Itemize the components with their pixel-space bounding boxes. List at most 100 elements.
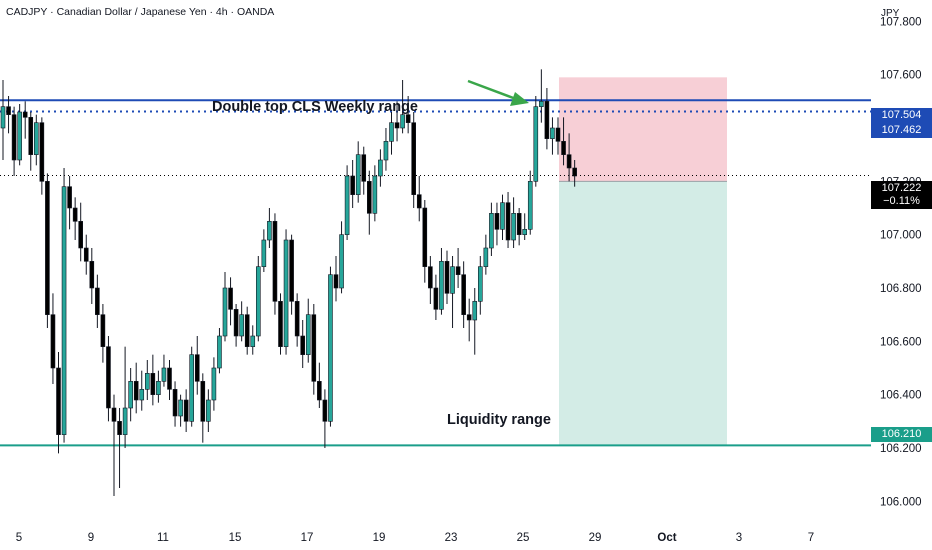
candle <box>111 394 117 496</box>
dotted-level-tag: 107.462 <box>871 123 932 138</box>
candle <box>239 301 244 342</box>
candle-body <box>167 367 172 390</box>
candle <box>6 96 11 134</box>
candle <box>0 80 6 160</box>
candle <box>300 320 306 368</box>
symbol-title[interactable]: CADJPY · Canadian Dollar / Japanese Yen … <box>6 6 275 18</box>
candle-body <box>555 127 561 142</box>
candle <box>228 277 233 326</box>
x-tick-label: 17 <box>301 532 314 544</box>
y-tick-label: 106.400 <box>880 390 922 402</box>
last-price-value: 107.222 <box>881 182 922 194</box>
upper-level-tag: 107.504 <box>871 108 932 123</box>
time-axis[interactable]: 5 9 11 15 17 19 23 25 29 Oct 3 7 <box>16 532 814 544</box>
candle-body <box>339 234 344 289</box>
candle <box>167 360 172 400</box>
candle-body <box>550 127 555 139</box>
double-top-label[interactable]: Double top CLS Weekly range <box>212 99 418 115</box>
candle <box>561 117 566 166</box>
candle-body <box>0 106 6 129</box>
candle <box>211 357 217 411</box>
candle <box>350 160 355 208</box>
candle-body <box>527 181 533 230</box>
candle-body <box>477 266 483 302</box>
candle-body <box>350 175 355 195</box>
candle-body <box>294 301 300 337</box>
candle <box>50 293 56 384</box>
candle-body <box>156 381 161 395</box>
last-price-tag: 107.222 −0.11% <box>871 181 932 209</box>
candle-body <box>394 122 400 129</box>
candle-body <box>200 381 206 422</box>
liquidity-label[interactable]: Liquidity range <box>447 412 551 428</box>
candle <box>122 346 128 448</box>
candle <box>433 274 439 320</box>
candle <box>206 389 211 432</box>
candle <box>233 304 239 347</box>
candle-body <box>305 314 311 355</box>
candle-body <box>494 213 500 230</box>
candle <box>361 146 367 195</box>
candle <box>178 394 183 427</box>
candle-body <box>333 274 339 289</box>
candle <box>544 88 550 150</box>
candle <box>39 117 45 195</box>
candle <box>472 288 478 355</box>
candle <box>255 256 261 342</box>
candle-body <box>317 381 322 401</box>
candle-body <box>83 247 89 262</box>
candle-body <box>250 335 256 347</box>
candle <box>106 336 111 422</box>
candle <box>33 114 39 166</box>
candle <box>95 274 100 328</box>
candle-body <box>444 261 450 294</box>
x-tick-label: 5 <box>16 532 22 544</box>
candle-body <box>106 346 111 409</box>
candle <box>139 370 145 411</box>
candle <box>100 304 106 363</box>
candle <box>172 381 178 427</box>
candle-body <box>194 354 200 382</box>
candle-body <box>61 186 67 435</box>
candle <box>244 306 250 355</box>
candle-body <box>328 274 333 422</box>
candle-body <box>139 389 145 401</box>
candle <box>461 261 466 328</box>
green-arrow-icon <box>467 79 529 106</box>
candle <box>128 368 133 422</box>
candle-body <box>133 381 139 401</box>
candle <box>383 128 389 171</box>
candle-body <box>366 181 372 214</box>
candle-body <box>217 335 222 369</box>
candle-body <box>178 399 183 417</box>
candle <box>511 197 516 248</box>
stop-loss-zone[interactable] <box>559 77 727 182</box>
candle-body <box>89 261 95 289</box>
candle-body <box>378 159 383 177</box>
candle-body <box>6 106 11 115</box>
candle <box>516 208 522 246</box>
candle-body <box>361 154 367 182</box>
candle <box>455 248 461 288</box>
take-profit-zone[interactable] <box>559 181 727 446</box>
candle <box>533 96 539 187</box>
candle <box>78 202 83 262</box>
candle <box>222 272 228 342</box>
candle-body <box>72 207 78 222</box>
candle-body <box>150 373 156 395</box>
candle-body <box>405 114 411 123</box>
candle <box>28 112 34 171</box>
candle <box>156 370 161 403</box>
candle <box>466 298 472 342</box>
candle <box>500 194 505 240</box>
candle-body <box>505 202 511 241</box>
candle <box>45 173 50 328</box>
candle <box>416 176 422 222</box>
candle <box>11 106 17 176</box>
horizontal-levels <box>0 99 871 447</box>
candle-body <box>483 247 489 267</box>
candle-body <box>172 389 178 417</box>
x-tick-label: 3 <box>736 532 742 544</box>
candle-body <box>161 367 167 382</box>
